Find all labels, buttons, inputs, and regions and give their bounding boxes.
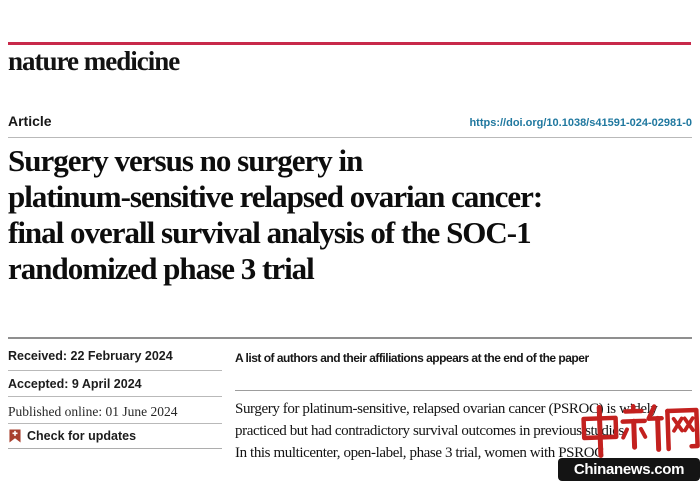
received-date: Received: 22 February 2024 (8, 349, 173, 363)
meta-bottom-rule (8, 448, 222, 449)
title-line: final overall survival analysis of the S… (8, 215, 532, 250)
doi-link[interactable]: https://doi.org/10.1038/s41591-024-02981… (469, 117, 692, 129)
published-date: Published online: 01 June 2024 (8, 404, 178, 419)
article-kicker: Article (8, 113, 52, 129)
meta-divider (8, 396, 222, 397)
article-title: Surgery versus no surgery in platinum-se… (8, 143, 543, 287)
abstract-line: In this multicenter, open-label, phase 3… (235, 445, 604, 461)
abstract-line: Surgery for platinum-sensitive, relapsed… (235, 401, 658, 417)
title-line: platinum-sensitive relapsed ovarian canc… (8, 179, 543, 214)
chinanews-logo (579, 399, 700, 461)
title-line: Surgery versus no surgery in (8, 143, 363, 178)
masthead-rule (8, 42, 691, 45)
chinanews-banner: Chinanews.com (558, 458, 700, 481)
accepted-date: Accepted: 9 April 2024 (8, 377, 142, 391)
check-for-updates-button[interactable]: Check for updates (9, 429, 136, 443)
abstract-line: practiced but had contradictory survival… (235, 423, 628, 439)
meta-divider (8, 370, 222, 371)
abstract-top-rule (235, 390, 692, 391)
title-line: randomized phase 3 trial (8, 251, 315, 286)
check-for-updates-label: Check for updates (27, 429, 137, 443)
abstract-text: Surgery for platinum-sensitive, relapsed… (235, 398, 658, 464)
header-divider (8, 137, 692, 138)
crossmark-icon (9, 429, 21, 443)
journal-logo: nature medicine (8, 46, 180, 76)
chinanews-site-label: Chinanews.com (573, 461, 685, 478)
authors-note: A list of authors and their affiliations… (235, 351, 589, 365)
meta-top-rule (8, 337, 692, 339)
meta-divider (8, 423, 222, 424)
